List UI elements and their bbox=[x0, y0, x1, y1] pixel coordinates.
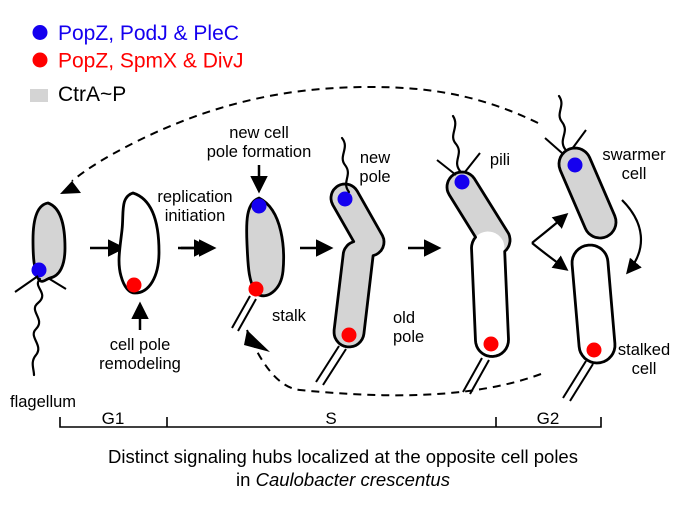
svg-text:pole: pole bbox=[359, 168, 390, 186]
svg-text:cell: cell bbox=[632, 360, 657, 378]
svg-text:CtrA~P: CtrA~P bbox=[58, 83, 126, 106]
svg-text:G1: G1 bbox=[102, 409, 125, 428]
svg-text:S: S bbox=[325, 409, 336, 428]
svg-text:remodeling: remodeling bbox=[99, 355, 181, 373]
svg-text:old: old bbox=[393, 309, 415, 327]
svg-text:pili: pili bbox=[490, 151, 510, 169]
svg-text:stalked: stalked bbox=[618, 341, 670, 359]
svg-text:PopZ, SpmX & DivJ: PopZ, SpmX & DivJ bbox=[58, 50, 244, 73]
svg-text:replication: replication bbox=[157, 188, 232, 206]
svg-text:G2: G2 bbox=[537, 409, 560, 428]
svg-text:new: new bbox=[360, 149, 390, 167]
svg-text:cell: cell bbox=[622, 165, 647, 183]
svg-text:cell pole: cell pole bbox=[110, 336, 171, 354]
svg-text:new cell: new cell bbox=[229, 124, 289, 142]
svg-text:pole formation: pole formation bbox=[207, 143, 312, 161]
svg-text:swarmer: swarmer bbox=[602, 146, 666, 164]
svg-text:Distinct signaling hubs locali: Distinct signaling hubs localized at the… bbox=[108, 446, 578, 467]
svg-text:in Caulobacter crescentus: in Caulobacter crescentus bbox=[236, 469, 450, 490]
svg-text:initiation: initiation bbox=[165, 207, 226, 225]
svg-text:pole: pole bbox=[393, 328, 424, 346]
svg-text:PopZ, PodJ & PleC: PopZ, PodJ & PleC bbox=[58, 22, 239, 45]
svg-text:stalk: stalk bbox=[272, 307, 307, 325]
svg-text:flagellum: flagellum bbox=[10, 393, 76, 411]
